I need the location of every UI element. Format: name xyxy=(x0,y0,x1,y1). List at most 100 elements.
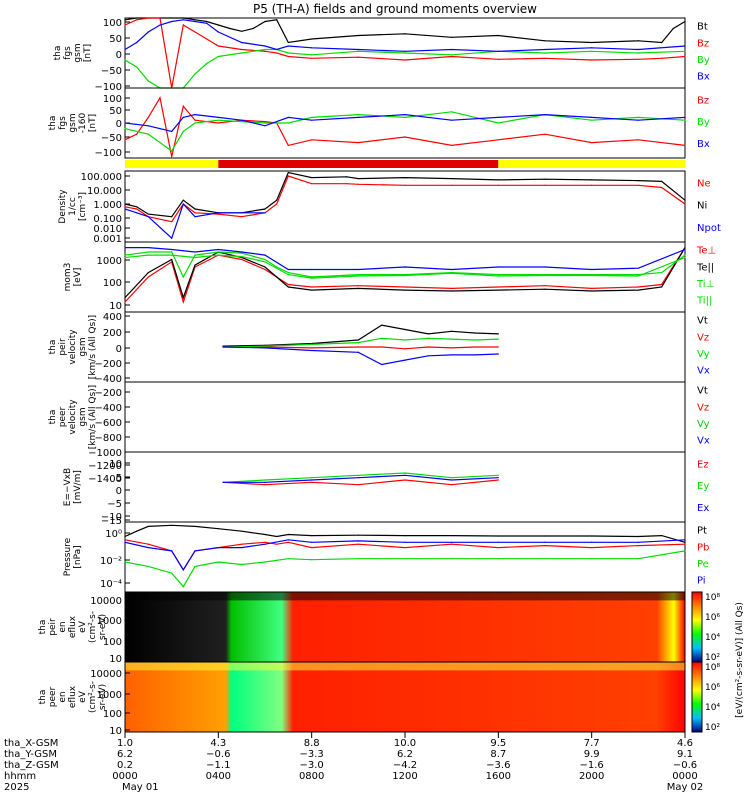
data-point xyxy=(287,539,289,541)
data-point xyxy=(684,203,686,205)
y-tick-label: 10 xyxy=(109,726,122,737)
x-row-value: −0.6 xyxy=(206,749,230,760)
data-point xyxy=(264,50,266,52)
data-point xyxy=(159,24,161,26)
data-point xyxy=(217,546,219,549)
x-row-value: 1600 xyxy=(486,771,511,782)
data-point xyxy=(684,248,686,251)
data-point xyxy=(381,337,383,339)
data-point xyxy=(311,268,313,271)
data-point xyxy=(276,535,278,538)
x-row-value: 8.7 xyxy=(490,749,506,760)
data-point xyxy=(357,351,359,353)
data-point xyxy=(171,17,173,19)
data-point xyxy=(136,17,138,19)
data-point xyxy=(591,119,593,121)
data-point xyxy=(404,286,406,288)
data-point xyxy=(194,20,196,23)
data-point xyxy=(451,268,453,271)
data-point xyxy=(591,142,593,144)
data-point xyxy=(124,297,126,299)
colorbar-label: 10⁴ xyxy=(705,703,720,713)
x-row-label: tha_Y-GSM xyxy=(4,749,57,760)
data-point xyxy=(217,213,219,215)
y-tick-label: 100 xyxy=(103,709,122,720)
data-point xyxy=(451,484,453,486)
data-point xyxy=(171,130,173,132)
data-point xyxy=(194,565,196,568)
colorbar-title: [eV/(cm²-s-sr-eV)] (All Qs) xyxy=(735,602,745,718)
legend-entry: Pt xyxy=(697,526,707,537)
y-axis-label-line: [nPa] xyxy=(73,545,83,568)
y-axis-label-line: velocity xyxy=(68,329,78,365)
data-point xyxy=(241,546,243,549)
legend-entry: Te⊥ xyxy=(696,246,716,257)
data-point xyxy=(637,40,639,42)
y-tick-label: 100 xyxy=(103,637,122,648)
data-point xyxy=(637,286,639,288)
series-bx xyxy=(124,19,686,52)
y-tick-label: 10 xyxy=(109,654,122,665)
y-tick-label: 5 xyxy=(116,473,122,484)
data-point xyxy=(287,273,289,276)
data-point xyxy=(684,20,686,23)
data-point xyxy=(159,97,161,99)
data-point xyxy=(684,256,686,259)
data-point xyxy=(222,481,224,483)
data-point xyxy=(451,272,453,274)
series-vy xyxy=(222,337,499,348)
data-point xyxy=(404,289,406,291)
colorbar-label: 10⁴ xyxy=(705,633,720,643)
y-tick-label: −800 xyxy=(95,433,122,444)
y-axis-label-line: tha xyxy=(53,46,63,61)
data-point xyxy=(252,27,254,30)
data-point xyxy=(287,45,289,47)
data-point xyxy=(451,184,453,186)
panel-temperature: 1000 100 10 mom3[eV] Te⊥ Te|| Ti⊥ Ti|| xyxy=(63,241,716,313)
data-point xyxy=(217,254,219,256)
y-axis-label: thapeervelocitygsm[km/s (All Qs)] xyxy=(48,385,98,449)
legend-entry: Vx xyxy=(697,366,710,377)
data-point xyxy=(684,45,686,47)
legend-entry: Vz xyxy=(697,402,709,413)
data-point xyxy=(222,346,224,348)
data-point xyxy=(544,288,546,290)
data-point xyxy=(124,139,126,141)
y-tick-label: 50 xyxy=(109,34,122,45)
panel-peer_velocity: −200 −400 −600 −800 −1000 −1200 −1400 thapeerve… xyxy=(48,381,710,485)
legend-entry: By xyxy=(697,117,710,128)
data-point xyxy=(637,179,639,182)
data-point xyxy=(264,212,266,214)
data-point xyxy=(684,50,686,52)
legend-entry: Vt xyxy=(697,386,708,397)
legend-entry: Pb xyxy=(697,542,709,553)
colorbar-label: 10² xyxy=(705,723,720,733)
y-tick-label: 1000 xyxy=(97,256,122,267)
colorbar-label: 10⁶ xyxy=(705,613,720,623)
series-bx xyxy=(124,113,686,133)
data-point xyxy=(264,266,266,268)
legend-entry: Pi xyxy=(697,576,706,587)
y-axis-label-line: tha xyxy=(48,340,58,355)
data-point xyxy=(182,24,184,26)
data-point xyxy=(287,271,289,274)
y-tick-label: 0 xyxy=(116,344,122,355)
colorbar-label: 10⁸ xyxy=(705,593,720,603)
data-point xyxy=(497,479,499,481)
data-point xyxy=(474,346,476,348)
data-point xyxy=(497,286,499,288)
data-point xyxy=(311,177,313,179)
data-point xyxy=(194,19,196,21)
data-point xyxy=(287,52,289,54)
y-tick-label: 400 xyxy=(103,312,122,323)
x-row-value: 9.9 xyxy=(584,749,600,760)
data-point xyxy=(451,534,453,537)
panel-pressure: 10⁰ 10⁻² 10⁻⁴ Pressure[nPa] Pt Pb Pe Pi xyxy=(63,521,709,593)
y-tick-label: −1200 xyxy=(88,461,122,472)
data-point xyxy=(136,208,138,210)
data-point xyxy=(451,330,453,332)
data-point xyxy=(404,328,406,331)
y-axis-label-line: gsm xyxy=(78,407,88,426)
data-point xyxy=(311,347,313,349)
